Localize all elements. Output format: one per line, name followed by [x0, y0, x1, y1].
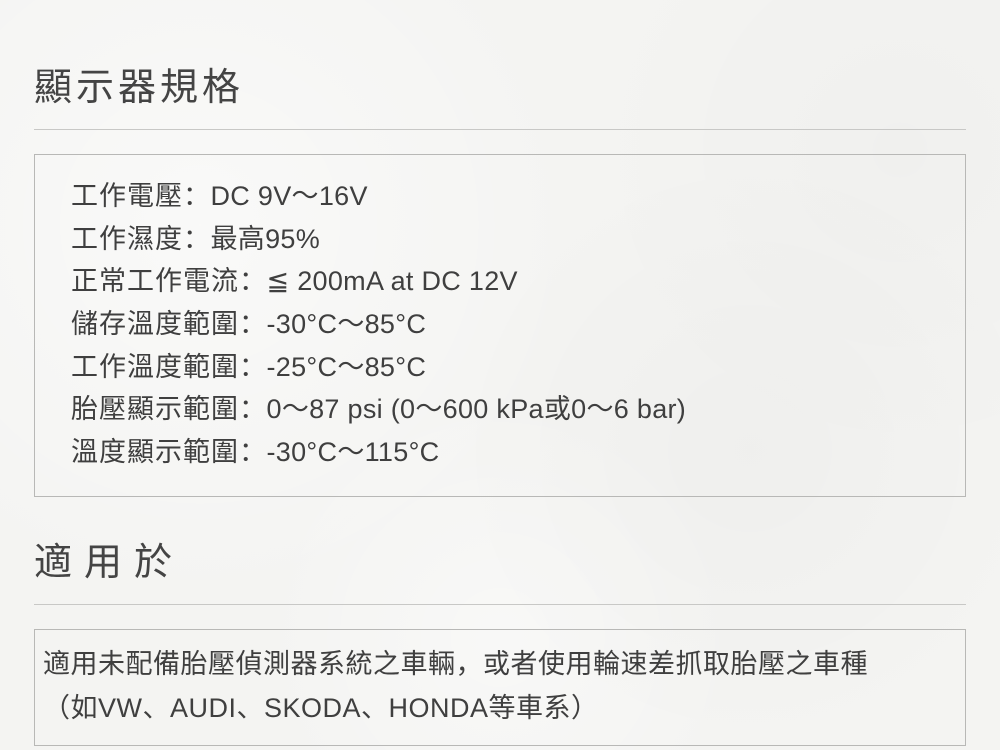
spec-separator: ： — [183, 181, 211, 211]
spec-value: DC 9V～16V — [211, 181, 368, 211]
spec-label: 溫度顯示範圍 — [71, 437, 239, 467]
spec-row: 工作電壓：DC 9V～16V — [71, 175, 947, 218]
title-divider — [34, 129, 966, 130]
spec-separator: ： — [239, 437, 267, 467]
spec-label: 工作濕度 — [71, 224, 183, 254]
spec-row: 正常工作電流：≦ 200mA at DC 12V — [71, 260, 947, 303]
spec-value: ≦ 200mA at DC 12V — [267, 266, 518, 296]
spec-value: 0～87 psi (0～600 kPa或0～6 bar) — [267, 394, 687, 424]
applicable-title: 適用於 — [34, 531, 966, 586]
spec-row: 溫度顯示範圍：-30°C～115°C — [71, 431, 947, 474]
spec-label: 正常工作電流 — [71, 266, 239, 296]
spec-label: 胎壓顯示範圍 — [71, 394, 239, 424]
spec-separator: ： — [239, 352, 267, 382]
spec-value: -30°C～115°C — [267, 437, 440, 467]
spec-label: 儲存溫度範圍 — [71, 309, 239, 339]
applicable-box: 適用未配備胎壓偵測器系統之車輛，或者使用輪速差抓取胎壓之車種 （如VW、AUDI… — [34, 629, 966, 746]
specs-title: 顯示器規格 — [34, 56, 966, 111]
spec-row: 工作溫度範圍：-25°C～85°C — [71, 346, 947, 389]
spec-label: 工作電壓 — [71, 181, 183, 211]
spec-row: 胎壓顯示範圍：0～87 psi (0～600 kPa或0～6 bar) — [71, 388, 947, 431]
title-divider-2 — [34, 604, 966, 605]
specs-box: 工作電壓：DC 9V～16V 工作濕度：最高95% 正常工作電流：≦ 200mA… — [34, 154, 966, 497]
spec-separator: ： — [239, 266, 267, 296]
spec-separator: ： — [239, 394, 267, 424]
applicable-line-1: 適用未配備胎壓偵測器系統之車輛，或者使用輪速差抓取胎壓之車種 — [43, 642, 957, 687]
spec-separator: ： — [239, 309, 267, 339]
spec-row: 儲存溫度範圍：-30°C～85°C — [71, 303, 947, 346]
applicable-line-2: （如VW、AUDI、SKODA、HONDA等車系） — [43, 686, 957, 731]
spec-row: 工作濕度：最高95% — [71, 218, 947, 261]
spec-value: 最高95% — [211, 224, 321, 254]
spec-separator: ： — [183, 224, 211, 254]
spec-value: -30°C～85°C — [267, 309, 427, 339]
spec-value: -25°C～85°C — [267, 352, 427, 382]
spec-label: 工作溫度範圍 — [71, 352, 239, 382]
